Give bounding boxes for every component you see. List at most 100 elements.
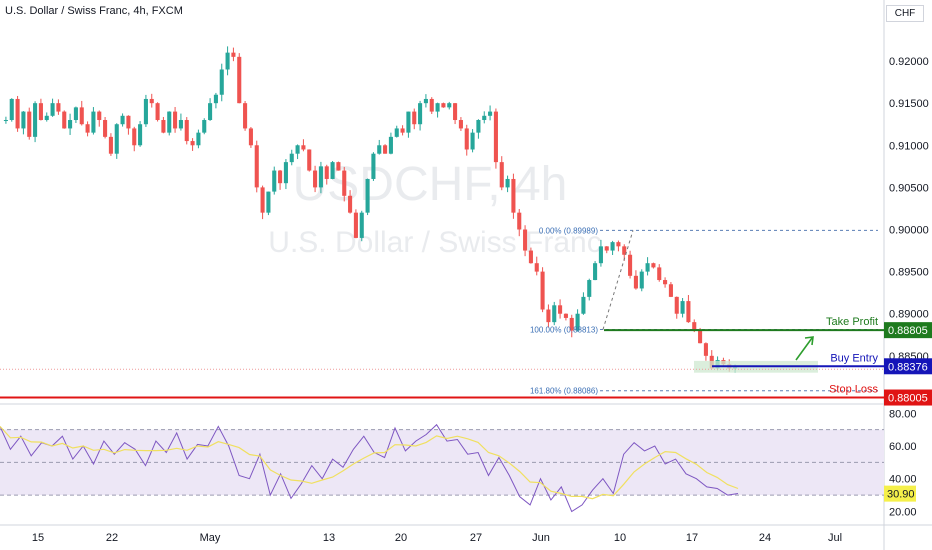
candle-body [383,145,388,154]
candle-body [348,195,353,213]
candle-body [482,115,487,121]
candle-body [429,98,434,112]
candle-body [15,98,20,129]
fib-trendline [602,230,634,330]
candle-body [639,271,644,289]
price-tick-label: 0.90500 [889,182,929,194]
price-tick-label: 0.91500 [889,98,929,110]
level-price-badge [884,389,932,406]
candle-body [62,111,67,129]
candle-body [138,124,143,146]
candle-body [511,178,516,213]
level-price-badge [884,322,932,339]
candle-body [558,305,563,314]
candle-body [388,136,393,154]
price-tick-label: 0.90000 [889,225,929,237]
candle-body [231,52,236,57]
fib-level-label: 100.00% (0.88813) [530,325,598,334]
candle-body [313,170,318,188]
rsi-ma-line [0,425,739,500]
candle-body [377,145,382,154]
candle-body [581,296,586,314]
rsi-tick-label: 60.00 [889,441,917,453]
candle-body [493,111,498,163]
fib-level-label: 161.80% (0.88086) [530,387,598,396]
candle-body [686,301,691,323]
candle-body [359,212,364,238]
price-tick-label: 0.89000 [889,309,929,321]
candle-body [301,145,306,150]
candle-body [9,98,14,121]
candle-body [126,115,131,129]
candle-body [528,250,533,264]
level-price-label: 0.88805 [888,325,928,337]
currency-selector[interactable]: CHF [886,5,924,22]
candle-body [622,246,627,255]
candle-body [353,212,358,238]
candle-body [248,128,253,146]
candle-body [184,120,189,142]
candle-body [698,330,703,344]
candle-body [307,149,312,171]
candle-body [400,128,405,133]
candle-body [79,107,84,125]
candle-body [56,103,61,112]
arrow-icon [795,337,813,361]
fib-level-label: 0.00% (0.89989) [539,226,598,235]
candle-body [225,52,230,70]
candle-body [219,69,224,95]
candle-body [38,103,43,121]
level-price-label: 0.88376 [888,361,928,373]
candle-body [552,305,557,323]
candle-body [447,103,452,108]
candle-body [488,111,493,116]
candle-body [21,111,26,129]
candle-body [289,153,294,163]
candle-body [173,111,178,129]
candle-body [120,115,125,125]
candle-body [540,271,545,310]
candle-body [283,162,288,184]
candle-body [703,343,708,356]
candle-body [505,178,510,188]
candle-body [470,132,475,150]
candle-body [266,191,271,213]
candle-body [161,120,166,133]
price-tick-label: 0.92000 [889,56,929,68]
time-tick-label: 13 [323,532,335,544]
candle-body [108,136,113,154]
candle-body [149,98,154,104]
time-tick-label: 10 [614,532,626,544]
time-tick-label: 27 [470,532,482,544]
candle-body [645,263,650,272]
rsi-tick-label: 40.00 [889,474,917,486]
candle-body [394,128,399,137]
candle-body [569,317,574,331]
time-tick-label: Jun [532,532,550,544]
candle-body [237,56,242,104]
candle-body [243,103,248,129]
candle-body [68,120,73,129]
time-tick-label: 24 [759,532,771,544]
candle-body [587,280,592,297]
candle-body [616,242,621,247]
candle-body [604,246,609,251]
watermark-name: U.S. Dollar / Swiss Franc [268,226,601,259]
time-tick-label: May [200,532,221,544]
candle-body [114,124,119,154]
candle-body [272,170,277,192]
chart-title: U.S. Dollar / Swiss Franc, 4h, FXCM [5,5,183,17]
candle-body [91,111,96,133]
candle-body [464,128,469,150]
candle-body [208,103,213,121]
candle-body [412,111,417,125]
candle-body [295,145,300,154]
level-price-label: 0.88005 [888,393,928,405]
candle-body [593,263,598,281]
candle-body [563,313,568,318]
candle-body [3,120,8,122]
candle-body [674,296,679,314]
candle-body [692,322,697,331]
candle-body [534,263,539,272]
